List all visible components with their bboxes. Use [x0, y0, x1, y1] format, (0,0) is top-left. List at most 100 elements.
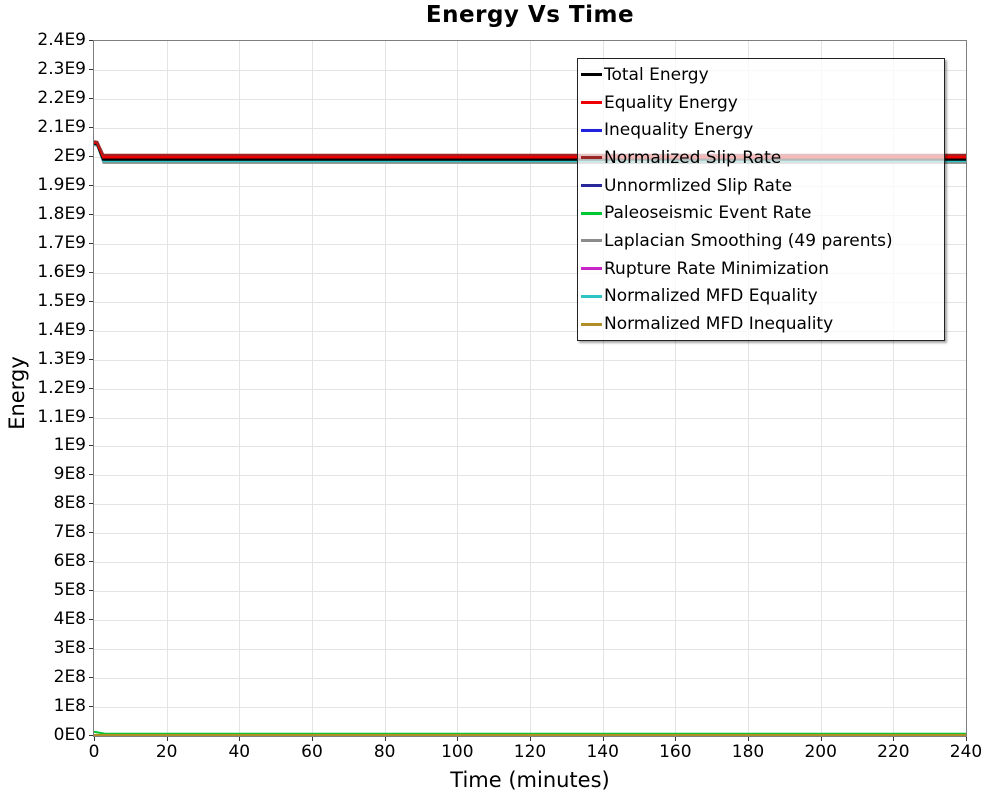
x-tick-label: 80: [373, 742, 396, 762]
y-tick-label: 2.1E9: [37, 116, 86, 137]
y-tick-mark: [89, 590, 93, 592]
y-tick-mark: [89, 213, 93, 215]
y-tick-mark: [89, 40, 93, 41]
x-tick-label: 40: [228, 742, 251, 762]
legend-swatch: [581, 156, 602, 160]
y-tick-mark: [89, 416, 93, 418]
y-tick-label: 1.4E9: [37, 319, 86, 340]
legend-swatch: [581, 73, 602, 77]
y-tick-mark: [89, 358, 93, 360]
y-tick-mark: [89, 503, 93, 505]
y-tick-label: 5E8: [53, 580, 86, 601]
legend-item: Normalized MFD Equality: [581, 283, 944, 310]
legend-swatch: [581, 239, 602, 243]
y-tick-mark: [89, 242, 93, 244]
legend-label: Inequality Energy: [604, 120, 754, 141]
x-tick-mark: [893, 737, 895, 741]
y-tick-label: 2.2E9: [37, 87, 86, 108]
x-tick-mark: [94, 737, 95, 741]
y-tick-mark: [89, 445, 93, 447]
y-tick-label: 1.9E9: [37, 174, 86, 195]
legend-swatch: [581, 322, 602, 326]
y-tick-label: 6E8: [53, 551, 86, 572]
y-tick-mark: [89, 474, 93, 476]
y-tick-label: 1.6E9: [37, 261, 86, 282]
legend: Total Energy Equality Energy Inequality En…: [577, 58, 945, 341]
legend-label: Paleoseismic Event Rate: [604, 203, 812, 224]
x-tick-label: 220: [877, 742, 910, 762]
legend-label: Laplacian Smoothing (49 parents): [604, 230, 893, 251]
y-tick-label: 1E8: [53, 696, 86, 716]
gridline-horizontal: [94, 446, 966, 448]
legend-swatch: [581, 267, 602, 271]
x-tick-label: 0: [88, 742, 100, 762]
gridline-horizontal: [94, 417, 966, 419]
legend-item: Paleoseismic Event Rate: [581, 200, 944, 227]
y-tick-mark: [89, 648, 93, 650]
x-tick-mark: [384, 737, 386, 741]
y-tick-mark: [89, 184, 93, 186]
x-tick-mark: [675, 737, 677, 741]
legend-label: Equality Energy: [604, 92, 738, 113]
y-tick-mark: [89, 677, 93, 679]
y-tick-label: 9E8: [53, 464, 86, 485]
x-tick-mark: [602, 737, 604, 741]
x-tick-label: 200: [804, 742, 837, 762]
series-line: [94, 730, 966, 735]
legend-item: Inequality Energy: [581, 117, 944, 144]
y-tick-mark: [89, 300, 93, 302]
y-tick-label: 1.3E9: [37, 348, 86, 369]
y-tick-label: 0E0: [53, 725, 86, 745]
legend-item: Normalized MFD Inequality: [581, 311, 944, 338]
x-tick-mark: [166, 737, 168, 741]
y-tick-label: 2.3E9: [37, 59, 86, 79]
y-tick-mark: [89, 561, 93, 563]
x-tick-mark: [530, 737, 531, 741]
legend-swatch: [581, 101, 602, 105]
y-tick-mark: [89, 735, 93, 736]
gridline-horizontal: [94, 330, 966, 332]
y-tick-mark: [89, 532, 93, 534]
gridline-horizontal: [94, 70, 966, 71]
gridline-horizontal: [94, 649, 966, 651]
gridline-horizontal: [94, 620, 966, 622]
y-tick-label: 7E8: [53, 522, 86, 543]
chart-title: Energy Vs Time: [425, 2, 635, 28]
gridline-horizontal: [94, 214, 966, 216]
gridline-horizontal: [94, 591, 966, 593]
gridline-horizontal: [94, 127, 966, 129]
x-tick-label: 180: [731, 742, 765, 762]
legend-item: Normalized Slip Rate: [581, 144, 944, 171]
series-svg: [94, 140, 966, 736]
gridline-horizontal: [94, 388, 966, 390]
x-tick-label: 140: [586, 742, 619, 762]
gridline-horizontal: [94, 678, 966, 680]
gridline-horizontal: [94, 359, 966, 361]
legend-label: Unnormlized Slip Rate: [604, 175, 793, 196]
legend-item: Unnormlized Slip Rate: [581, 172, 944, 199]
y-tick-mark: [89, 69, 93, 70]
y-tick-mark: [89, 706, 93, 707]
x-tick-mark: [312, 737, 313, 741]
y-tick-mark: [89, 126, 93, 128]
y-tick-mark: [89, 271, 93, 273]
x-tick-label: 120: [513, 742, 547, 762]
legend-item: Equality Energy: [581, 89, 944, 116]
gridline-horizontal: [94, 185, 966, 187]
y-tick-label: 8E8: [53, 493, 86, 514]
y-tick-mark: [89, 155, 93, 157]
legend-swatch: [581, 294, 602, 298]
x-tick-mark: [820, 737, 822, 741]
legend-label: Normalized MFD Inequality: [604, 314, 834, 335]
gridline-horizontal: [94, 504, 966, 506]
x-tick-mark: [748, 737, 749, 741]
y-tick-mark: [89, 97, 93, 99]
x-tick-label: 240: [949, 742, 983, 762]
gridline-horizontal: [94, 707, 966, 708]
y-tick-label: 1.2E9: [37, 377, 86, 398]
legend-label: Rupture Rate Minimization: [604, 258, 829, 279]
legend-item: Total Energy: [581, 61, 944, 88]
legend-item: Laplacian Smoothing (49 parents): [581, 227, 944, 254]
y-tick-mark: [89, 619, 93, 621]
